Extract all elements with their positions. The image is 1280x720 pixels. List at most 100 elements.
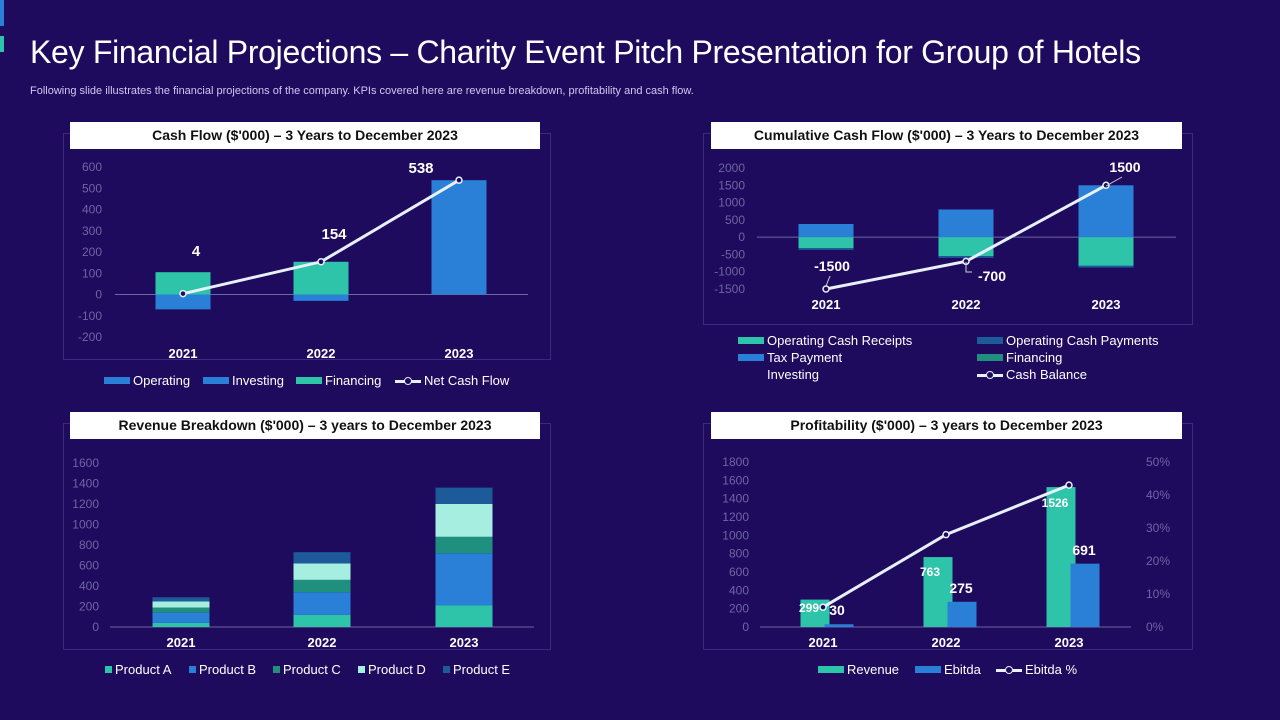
legend-investing: Investing — [203, 373, 284, 388]
cumulative-y-tick: -1500 — [714, 282, 745, 296]
revenue-y-tick: 1200 — [72, 497, 99, 511]
revenue-bar — [152, 601, 210, 608]
cumulative-data-label: -700 — [978, 268, 1006, 284]
accent-bar-teal — [0, 36, 4, 52]
legend-label: Operating — [133, 373, 191, 388]
line-point — [942, 530, 950, 539]
cumulative-x-label: 2022 — [952, 297, 981, 312]
legend-label: Revenue — [847, 662, 900, 677]
legend-ebitda-percent: Ebitda % — [996, 662, 1077, 677]
legend-operating: Operating — [104, 373, 190, 388]
legend-label: Product D — [368, 662, 426, 677]
profitability-ebitda-label: 275 — [949, 580, 973, 596]
legend-financing: Financing — [977, 350, 1062, 365]
profitability-y-tick: 400 — [729, 583, 749, 597]
cashflow-y-tick: 100 — [82, 266, 102, 280]
profitability-y-tick: 600 — [729, 565, 749, 579]
profitability-y2-tick: 20% — [1146, 554, 1170, 568]
legend-revenue: Revenue — [818, 662, 899, 677]
cashflow-chart-title: Cash Flow ($'000) – 3 Years to December … — [70, 122, 540, 149]
profitability-y-tick: 1200 — [722, 510, 749, 524]
cumulative-y-tick: 1000 — [718, 196, 745, 210]
legend-swatch — [443, 666, 450, 673]
profitability-y2-tick: 30% — [1146, 521, 1170, 535]
accent-bar-blue — [0, 0, 4, 26]
legend-swatch — [977, 337, 1003, 344]
profitability-x-label: 2023 — [1055, 635, 1084, 650]
cumulative-bar — [938, 209, 994, 238]
legend-product-d: Product D — [358, 662, 426, 677]
revenue-y-tick: 1600 — [72, 456, 99, 470]
revenue-bar — [293, 579, 351, 593]
cumulative-y-tick: 1500 — [718, 178, 745, 192]
cumulative-y-tick: 500 — [725, 213, 745, 227]
legend-label: Financing — [1006, 350, 1063, 365]
cashflow-bar — [155, 294, 211, 310]
legend-swatch — [358, 666, 365, 673]
legend-label: Net Cash Flow — [424, 373, 510, 388]
profitability-chart-title: Profitability ($'000) – 3 years to Decem… — [711, 412, 1182, 439]
cashflow-bar — [155, 272, 211, 295]
profitability-y-tick: 1400 — [722, 492, 749, 506]
legend-product-e: Product E — [443, 662, 510, 677]
legend-net-cash-flow: Net Cash Flow — [395, 373, 509, 388]
revenue-bar — [152, 607, 210, 613]
cashflow-y-tick: -100 — [78, 309, 102, 323]
cashflow-y-tick: 200 — [82, 245, 102, 259]
legend-line-marker — [395, 375, 421, 387]
cashflow-x-label: 2022 — [307, 346, 336, 361]
page-subtitle: Following slide illustrates the financia… — [30, 85, 694, 97]
cumulative-bar — [1078, 265, 1134, 268]
legend-swatch — [738, 337, 764, 344]
cashflow-y-tick: 600 — [82, 160, 102, 174]
profitability-ebitda-label: 30 — [829, 602, 845, 618]
revenue-bar — [293, 614, 351, 627]
legend-swatch — [273, 666, 280, 673]
revenue-bar — [435, 504, 493, 537]
cashflow-bar — [431, 180, 487, 295]
cashflow-y-tick: -200 — [78, 330, 102, 344]
legend-tax-payment: Tax Payment — [738, 350, 842, 365]
revenue-y-tick: 1000 — [72, 518, 99, 532]
profitability-x-label: 2021 — [809, 635, 838, 650]
revenue-x-label: 2021 — [167, 635, 196, 650]
cashflow-bar — [293, 294, 349, 301]
cumulative-bar — [938, 256, 994, 258]
profitability-y2-tick: 40% — [1146, 488, 1170, 502]
profitability-ebitda-label: 691 — [1072, 542, 1096, 558]
cumulative-data-label: 1500 — [1109, 159, 1140, 175]
legend-label: Ebitda % — [1025, 662, 1078, 677]
cumulative-y-tick: 0 — [738, 230, 745, 244]
profitability-ebitda-bar — [1070, 563, 1100, 627]
line-point — [822, 285, 830, 293]
legend-product-b: Product B — [189, 662, 256, 677]
revenue-bar — [293, 552, 351, 564]
cumulative-y-tick: -1000 — [714, 265, 745, 279]
legend-swatch — [296, 377, 322, 384]
legend-label: Financing — [325, 373, 382, 388]
cumulative-chart-title: Cumulative Cash Flow ($'000) – 3 Years t… — [711, 122, 1182, 149]
legend-label: Investing — [232, 373, 285, 388]
cumulative-y-tick: -500 — [721, 247, 745, 261]
legend-financing: Financing — [296, 373, 381, 388]
cashflow-data-label: 154 — [321, 226, 347, 243]
page-title: Key Financial Projections – Charity Even… — [30, 34, 1141, 70]
legend-swatch — [738, 354, 764, 361]
legend-product-c: Product C — [273, 662, 341, 677]
profitability-revenue-label: 1526 — [1042, 496, 1069, 510]
revenue-bar — [152, 622, 210, 627]
legend-label: Product B — [199, 662, 257, 677]
line-point — [1102, 181, 1110, 190]
legend-label: Tax Payment — [767, 350, 843, 365]
line-point — [179, 289, 187, 298]
revenue-x-label: 2022 — [308, 635, 337, 650]
cashflow-x-label: 2021 — [169, 346, 198, 361]
cumulative-x-label: 2023 — [1092, 297, 1121, 312]
profitability-y-tick: 1000 — [722, 528, 749, 542]
legend-operating-cash-payments: Operating Cash Payments — [977, 333, 1158, 348]
revenue-y-tick: 1400 — [72, 477, 99, 491]
legend-operating-cash-receipts: Operating Cash Receipts — [738, 333, 912, 348]
profitability-y2-tick: 0% — [1146, 620, 1164, 634]
profitability-ebitda-bar — [947, 601, 977, 627]
